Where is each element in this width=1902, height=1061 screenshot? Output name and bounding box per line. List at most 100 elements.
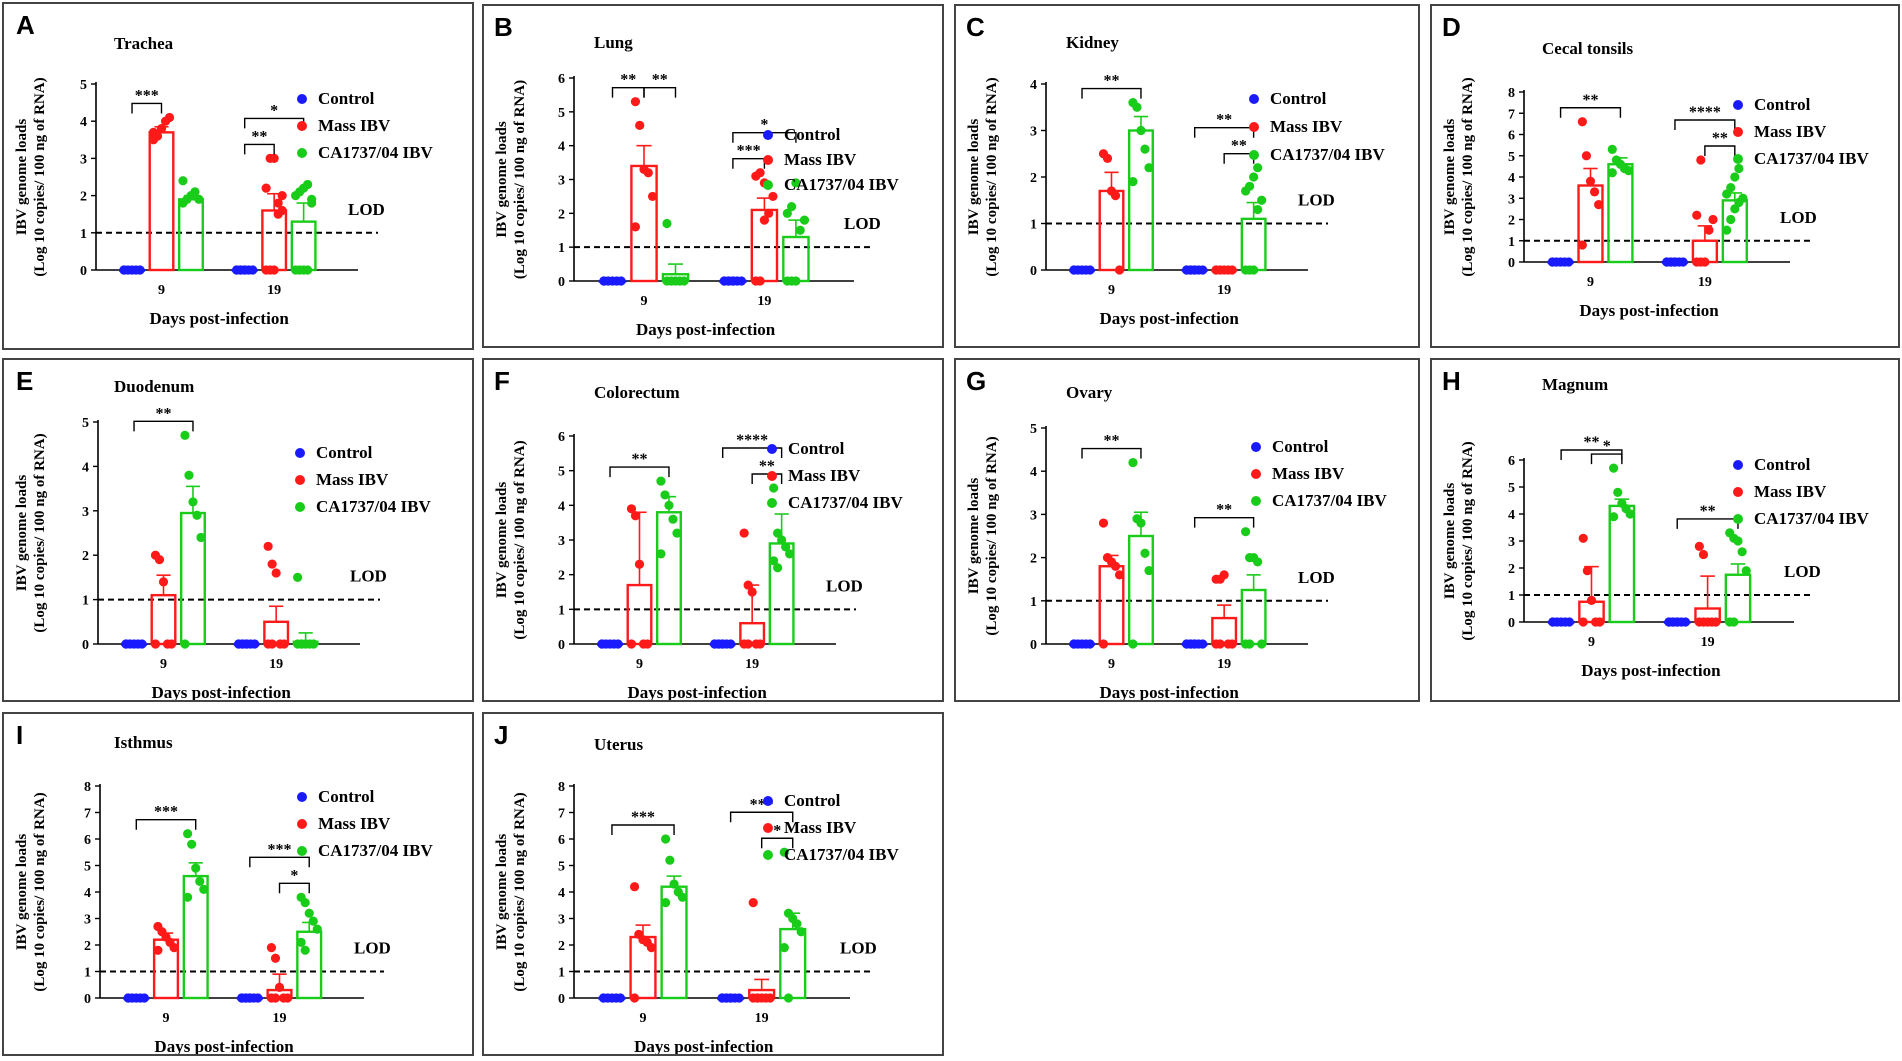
x-tick-label: 9: [160, 657, 167, 672]
data-point: [304, 908, 314, 918]
data-point: [1696, 155, 1706, 165]
y-tick-label: 6: [84, 833, 91, 848]
legend-marker: [297, 792, 307, 802]
y-tick-label: 2: [558, 569, 565, 584]
y-tick-label: 4: [84, 886, 91, 901]
data-point: [1700, 257, 1710, 267]
data-point: [303, 179, 313, 190]
y-tick-label: 5: [80, 78, 87, 93]
bar: [179, 511, 206, 646]
y-tick-label: 0: [82, 638, 89, 653]
y-tick-label: 2: [1508, 214, 1515, 229]
data-point: [599, 276, 609, 286]
data-point: [1692, 210, 1702, 220]
data-point: [180, 430, 190, 440]
data-point: [253, 993, 263, 1003]
data-point: [615, 993, 625, 1003]
significance-bracket: [1590, 453, 1623, 465]
data-point: [1609, 463, 1619, 473]
y-axis-label: (Log 10 copies/ 100 ng of RNA): [512, 440, 528, 639]
y-tick-label: 1: [82, 594, 89, 609]
significance-bracket: [609, 466, 670, 478]
legend-entry: Mass IBV: [788, 466, 861, 485]
data-point: [1577, 240, 1587, 250]
y-tick-label: 1: [1508, 589, 1515, 604]
y-tick-label: 7: [84, 807, 91, 822]
panel-label: I: [16, 720, 23, 750]
x-tick-label: 19: [1701, 635, 1715, 650]
data-point: [123, 993, 133, 1003]
legend-entry: Mass IBV: [1272, 464, 1345, 483]
bar: [1607, 163, 1634, 264]
y-tick-label: 1: [558, 966, 565, 981]
y-tick-label: 2: [1030, 552, 1037, 567]
bar: [150, 593, 177, 646]
panel-label: D: [1442, 12, 1461, 42]
lod-label: LOD: [1780, 208, 1817, 227]
data-point: [1738, 193, 1748, 203]
data-point: [1741, 566, 1751, 576]
legend-marker: [1733, 127, 1743, 137]
legend-marker: [297, 846, 307, 856]
data-point: [1694, 541, 1704, 551]
significance-label: *: [290, 867, 298, 884]
legend-entry: Mass IBV: [316, 470, 389, 489]
data-point: [765, 993, 775, 1003]
y-tick-label: 1: [558, 603, 565, 618]
x-axis-label: Days post-infection: [1099, 683, 1239, 700]
data-point: [759, 215, 769, 225]
x-axis-label: Days post-infection: [1099, 309, 1239, 328]
data-point: [1698, 617, 1709, 627]
significance-bracket: [1674, 119, 1736, 130]
significance-bracket: [243, 143, 275, 155]
data-point: [1737, 547, 1747, 557]
data-point: [642, 639, 653, 649]
data-point: [668, 514, 678, 524]
legend-marker: [297, 94, 307, 104]
data-point: [1098, 518, 1109, 528]
data-point: [1670, 257, 1680, 267]
data-point: [300, 898, 310, 908]
y-tick-label: 3: [558, 534, 565, 549]
significance-label: **: [1104, 73, 1120, 90]
lod-label: LOD: [348, 200, 385, 219]
data-point: [139, 993, 149, 1003]
significance-bracket: [760, 837, 794, 849]
significance-label: **: [156, 405, 172, 422]
data-point: [158, 577, 169, 587]
data-point: [779, 943, 789, 953]
significance-label: **: [1216, 502, 1232, 519]
legend-entry: Mass IBV: [318, 814, 391, 833]
y-axis-label: (Log 10 copies/ 100 ng of RNA): [984, 77, 1000, 276]
legend-marker: [763, 180, 773, 190]
legend-entry: Control: [318, 787, 375, 806]
data-point: [261, 183, 271, 193]
data-point: [1613, 487, 1623, 497]
y-tick-label: 8: [558, 780, 565, 795]
data-point: [787, 201, 797, 212]
data-point: [148, 127, 159, 137]
data-point: [739, 528, 749, 538]
data-point: [669, 879, 679, 889]
lod-label: LOD: [844, 214, 881, 233]
x-axis-label: Days post-infection: [634, 1037, 774, 1054]
significance-label: ***: [737, 143, 761, 160]
y-tick-label: 4: [80, 115, 87, 130]
data-point: [1069, 639, 1079, 649]
data-point: [630, 511, 641, 521]
data-point: [747, 587, 757, 597]
lod-label: LOD: [1298, 191, 1335, 210]
significance-label: **: [652, 72, 668, 89]
data-point: [781, 542, 791, 552]
data-point: [1722, 225, 1732, 235]
data-point: [656, 549, 666, 559]
panel-title: Isthmus: [114, 733, 173, 752]
data-point: [736, 276, 747, 286]
legend-marker: [763, 155, 773, 165]
y-tick-label: 1: [80, 227, 87, 242]
panel-title: Uterus: [594, 735, 643, 754]
panel-title: Cecal tonsils: [1542, 39, 1634, 58]
panel-a: A Trachea IBV genome loads (Log 10 copies/ …: [2, 2, 474, 350]
x-tick-label: 9: [636, 657, 643, 672]
significance-label: **: [1700, 503, 1716, 520]
